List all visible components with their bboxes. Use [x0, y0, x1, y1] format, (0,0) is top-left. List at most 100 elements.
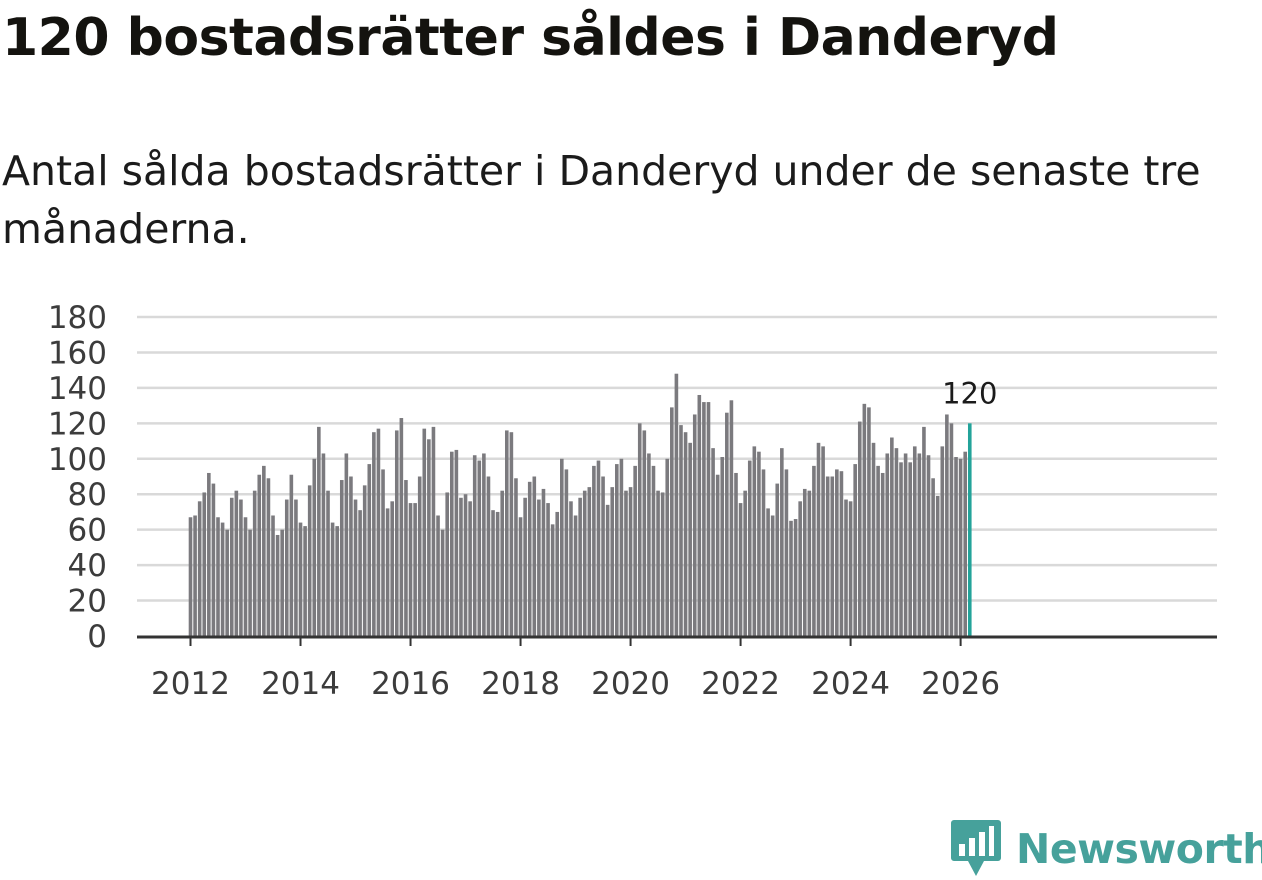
chart-title: 120 bostadsrätter såldes i Danderyd	[2, 8, 1059, 68]
bar	[857, 421, 862, 636]
bar	[216, 517, 220, 636]
bar	[816, 442, 821, 636]
bar	[963, 451, 967, 636]
bar	[523, 497, 527, 636]
bar	[289, 474, 294, 636]
bar	[248, 529, 252, 636]
bar	[766, 508, 770, 636]
bar	[835, 469, 839, 636]
bar	[651, 465, 656, 636]
bar	[807, 490, 812, 636]
bar	[697, 394, 702, 636]
bar	[605, 504, 610, 636]
bar	[715, 474, 720, 636]
bar	[445, 492, 449, 636]
bar	[372, 432, 376, 636]
bar	[381, 469, 385, 636]
y-tick-label: 180	[48, 300, 107, 336]
bar	[321, 453, 326, 636]
bar	[665, 458, 670, 636]
bar	[922, 426, 926, 636]
bar	[880, 472, 885, 636]
bar	[390, 501, 394, 636]
bar	[642, 430, 647, 636]
bar	[532, 476, 537, 636]
bar	[670, 407, 674, 636]
bar	[362, 485, 367, 636]
x-axis-ticks: 2012 2014 2016 2018 2020 2022 2024 2026	[151, 638, 1000, 702]
y-tick-label: 120	[48, 406, 107, 442]
bar	[560, 458, 564, 636]
bar	[537, 499, 541, 636]
bar	[335, 526, 339, 636]
bar	[931, 478, 935, 636]
x-tick-label: 2016	[371, 666, 450, 702]
bar	[793, 519, 798, 636]
bar	[252, 490, 257, 636]
bar	[734, 472, 738, 636]
bar	[770, 515, 775, 636]
bar	[262, 465, 266, 636]
bar	[839, 471, 844, 636]
bar	[459, 497, 463, 636]
bar	[413, 503, 417, 636]
newsworthy-logo-icon	[951, 820, 1001, 876]
bar	[294, 499, 298, 636]
bar	[692, 414, 697, 636]
bar	[541, 488, 546, 636]
bar	[564, 469, 569, 636]
bar	[720, 457, 725, 636]
bar	[711, 448, 715, 636]
y-tick-label: 60	[68, 513, 107, 549]
bar	[958, 458, 963, 636]
bar	[495, 511, 500, 636]
bar	[752, 446, 757, 636]
bar	[303, 526, 307, 636]
bar	[239, 499, 243, 636]
bar	[949, 423, 954, 636]
bar	[674, 373, 679, 636]
bar	[601, 476, 605, 636]
bar	[633, 465, 637, 636]
bar	[894, 448, 899, 636]
bars	[188, 373, 972, 636]
bar	[912, 446, 917, 636]
bar	[436, 515, 440, 636]
bar	[243, 517, 248, 636]
bar	[825, 476, 830, 636]
bar	[339, 480, 344, 636]
y-tick-label: 160	[48, 335, 107, 371]
bar	[702, 402, 706, 636]
x-tick-label: 2024	[811, 666, 890, 702]
brand-name: Newsworthy	[1016, 825, 1262, 873]
bar	[738, 503, 743, 636]
bar	[454, 449, 459, 636]
bar	[830, 476, 835, 636]
bar	[518, 517, 523, 636]
bar	[312, 458, 317, 636]
bar	[637, 423, 642, 636]
bar	[202, 492, 207, 636]
bar	[821, 446, 825, 636]
bar	[802, 488, 807, 636]
bar	[578, 497, 582, 636]
bar	[812, 465, 816, 636]
bar	[582, 490, 587, 636]
bar	[688, 442, 692, 636]
bar	[573, 515, 578, 636]
bar	[917, 453, 922, 636]
bar-highlight	[967, 423, 972, 636]
bar	[757, 451, 761, 636]
bar	[899, 462, 903, 636]
newsworthy-logo: Newsworthy	[950, 818, 1262, 880]
chart-subtitle: Antal sålda bostadsrätter i Danderyd und…	[2, 147, 1201, 253]
bar	[903, 453, 908, 636]
bar	[926, 455, 931, 636]
bar	[679, 425, 683, 636]
bar	[257, 474, 262, 636]
bar	[743, 490, 747, 636]
bar	[908, 462, 912, 636]
bar	[284, 499, 289, 636]
bar	[417, 476, 422, 636]
bar	[326, 490, 330, 636]
